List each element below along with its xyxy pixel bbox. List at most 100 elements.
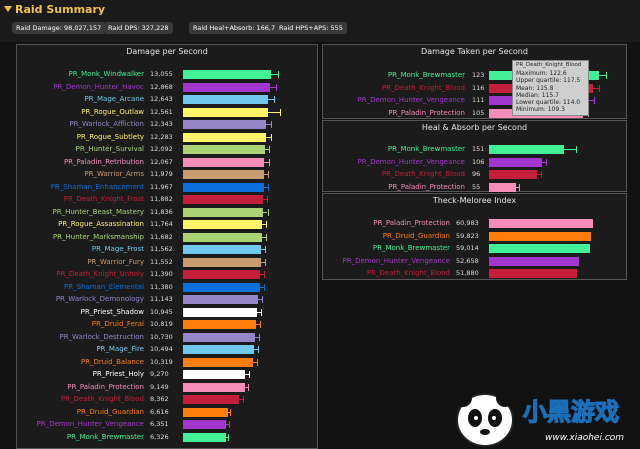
dps-bar[interactable] xyxy=(183,95,269,104)
dps-bar[interactable] xyxy=(183,157,265,167)
tmi-bar[interactable] xyxy=(489,231,592,241)
dps-error-cap xyxy=(248,371,250,378)
dps-bar[interactable] xyxy=(183,207,263,217)
dps-row[interactable]: PR_Mage_Fire 10,494 xyxy=(17,343,317,355)
dps-row[interactable]: PR_Priest_Holy 9,270 xyxy=(17,368,317,380)
dps-row-label: PR_Mage_Arcane xyxy=(84,95,144,103)
hps-bar[interactable] xyxy=(489,145,564,154)
dps-row[interactable]: PR_Shaman_Enhancement 11,967 xyxy=(17,181,317,193)
dps-bar[interactable] xyxy=(183,82,270,92)
dps-row[interactable]: PR_Hunter_Beast_Mastery 11,836 xyxy=(17,206,317,218)
tmi-bar[interactable] xyxy=(489,244,590,253)
dps-bar[interactable] xyxy=(183,357,253,367)
dps-row[interactable]: PR_Rogue_Outlaw 12,561 xyxy=(17,106,317,118)
dps-row[interactable]: PR_Druid_Guardian 6,616 xyxy=(17,406,317,418)
dps-bar[interactable] xyxy=(183,107,268,117)
dtps-row-value: 105 xyxy=(472,108,485,117)
hps-bar[interactable] xyxy=(489,170,537,179)
dps-row[interactable]: PR_Rogue_Assassination 11,764 xyxy=(17,218,317,230)
dps-bar[interactable] xyxy=(183,245,261,254)
dtps-row-label: PR_Paladin_Protection xyxy=(388,108,465,117)
tmi-row[interactable]: PR_Paladin_Protection 60,983 xyxy=(323,217,626,229)
collapse-triangle-icon[interactable] xyxy=(4,6,12,12)
dps-row[interactable]: PR_Paladin_Protection 9,149 xyxy=(17,381,317,393)
dps-row[interactable]: PR_Mage_Frost 11,562 xyxy=(17,243,317,255)
dps-bar[interactable] xyxy=(183,195,264,204)
dps-row-label: PR_Hunter_Beast_Mastery xyxy=(52,207,145,216)
dps-row[interactable]: PR_Demon_Hunter_Havoc 12,868 xyxy=(17,81,317,93)
dps-row[interactable]: PR_Demon_Hunter_Vengeance 6,351 xyxy=(17,418,317,430)
xiaohei-watermark-logo: 小黑游戏 www.xiaohei.com xyxy=(454,389,624,447)
dps-row[interactable]: PR_Hunter_Marksmanship 11,682 xyxy=(17,231,317,243)
dps-row[interactable]: PR_Shaman_Elemental 11,380 xyxy=(17,281,317,293)
tmi-row[interactable]: PR_Druid_Guardian 59,823 xyxy=(323,230,626,242)
dps-row[interactable]: PR_Monk_Brewmaster 6,326 xyxy=(17,431,317,443)
dps-row[interactable]: PR_Paladin_Retribution 12,067 xyxy=(17,156,317,168)
dps-row[interactable]: PR_Rogue_Subtlety 12,283 xyxy=(17,131,317,143)
dps-row[interactable]: PR_Druid_Balance 10,319 xyxy=(17,356,317,368)
dtps-error-cap xyxy=(599,84,600,92)
dps-row[interactable]: PR_Monk_Windwalker 13,055 xyxy=(17,68,317,80)
dps-row[interactable]: PR_Priest_Shadow 10,945 xyxy=(17,306,317,318)
dps-row[interactable]: PR_Warrior_Arms 11,979 xyxy=(17,168,317,180)
dps-bar[interactable] xyxy=(183,145,265,154)
dps-bar[interactable] xyxy=(183,132,266,142)
dps-row[interactable]: PR_Warlock_Destruction 10,730 xyxy=(17,331,317,343)
dps-error-cap xyxy=(248,383,250,391)
tmi-bar[interactable] xyxy=(489,256,579,266)
dps-bar[interactable] xyxy=(183,270,260,279)
dps-bar[interactable] xyxy=(183,70,271,79)
tmi-row-value: 60,983 xyxy=(456,219,479,227)
hps-row[interactable]: PR_Paladin_Protection 55 xyxy=(323,181,626,193)
dps-bar[interactable] xyxy=(183,370,246,379)
dps-bar[interactable] xyxy=(183,332,256,342)
dps-row[interactable]: PR_Warlock_Demonology 11,143 xyxy=(17,293,317,305)
dps-bar[interactable] xyxy=(183,182,264,192)
dps-error-cap xyxy=(222,433,224,441)
tmi-row[interactable]: PR_Demon_Hunter_Vengeance 52,658 xyxy=(323,255,626,267)
dps-row[interactable]: PR_Mage_Arcane 12,643 xyxy=(17,93,317,105)
hps-row[interactable]: PR_Demon_Hunter_Vengeance 106 xyxy=(323,156,626,168)
dps-row-label: PR_Hunter_Survival xyxy=(75,145,144,153)
dps-error-cap xyxy=(258,208,260,216)
dps-bar[interactable] xyxy=(183,407,228,417)
dps-row[interactable]: PR_Death_Knight_Blood 8,362 xyxy=(17,393,317,405)
raid-summary-title[interactable]: Raid Summary xyxy=(4,3,105,16)
dps-bar[interactable] xyxy=(183,232,262,242)
dps-bar[interactable] xyxy=(183,345,254,354)
hps-bar[interactable] xyxy=(489,157,542,167)
dps-bar[interactable] xyxy=(183,307,257,317)
dps-bar[interactable] xyxy=(183,395,240,404)
tmi-bar[interactable] xyxy=(489,219,593,228)
dps-bar[interactable] xyxy=(183,282,260,292)
dps-bar[interactable] xyxy=(183,257,261,267)
dps-error-cap xyxy=(263,83,265,91)
dps-row-value: 6,616 xyxy=(150,407,169,416)
dps-bar[interactable] xyxy=(183,320,256,329)
dps-row-label: PR_Paladin_Retribution xyxy=(63,157,144,166)
dps-row[interactable]: PR_Death_Knight_Frost 11,882 xyxy=(17,193,317,205)
dps-row-value: 12,283 xyxy=(150,132,173,141)
hps-row[interactable]: PR_Death_Knight_Blood 96 xyxy=(323,168,626,180)
dtps-tooltip: PR_Death_Knight_Blood Maximum: 122.6 Uppe… xyxy=(512,60,589,116)
hps-bar[interactable] xyxy=(489,182,517,192)
dps-row[interactable]: PR_Warlock_Affliction 12,343 xyxy=(17,118,317,130)
dps-bar[interactable] xyxy=(183,170,264,179)
dps-bar[interactable] xyxy=(183,295,259,304)
dps-row-value: 9,270 xyxy=(150,370,169,378)
dps-row[interactable]: PR_Hunter_Survival 12,092 xyxy=(17,143,317,155)
dps-row-label: PR_Paladin_Protection xyxy=(67,382,144,391)
dps-bar[interactable] xyxy=(183,382,245,392)
dps-bar[interactable] xyxy=(183,420,226,429)
dps-error-cap xyxy=(228,421,230,428)
dps-row[interactable]: PR_Death_Knight_Unholy 11,390 xyxy=(17,268,317,280)
dps-row[interactable]: PR_Warrior_Fury 11,552 xyxy=(17,256,317,268)
dps-bar[interactable] xyxy=(183,432,226,442)
tmi-row[interactable]: PR_Death_Knight_Blood 51,880 xyxy=(323,267,626,279)
dps-bar[interactable] xyxy=(183,220,263,229)
dps-bar[interactable] xyxy=(183,120,267,129)
dps-row[interactable]: PR_Druid_Feral 10,819 xyxy=(17,318,317,330)
tmi-bar[interactable] xyxy=(489,269,578,278)
hps-row[interactable]: PR_Monk_Brewmaster 151 xyxy=(323,143,626,155)
tmi-row[interactable]: PR_Monk_Brewmaster 59,014 xyxy=(323,242,626,254)
